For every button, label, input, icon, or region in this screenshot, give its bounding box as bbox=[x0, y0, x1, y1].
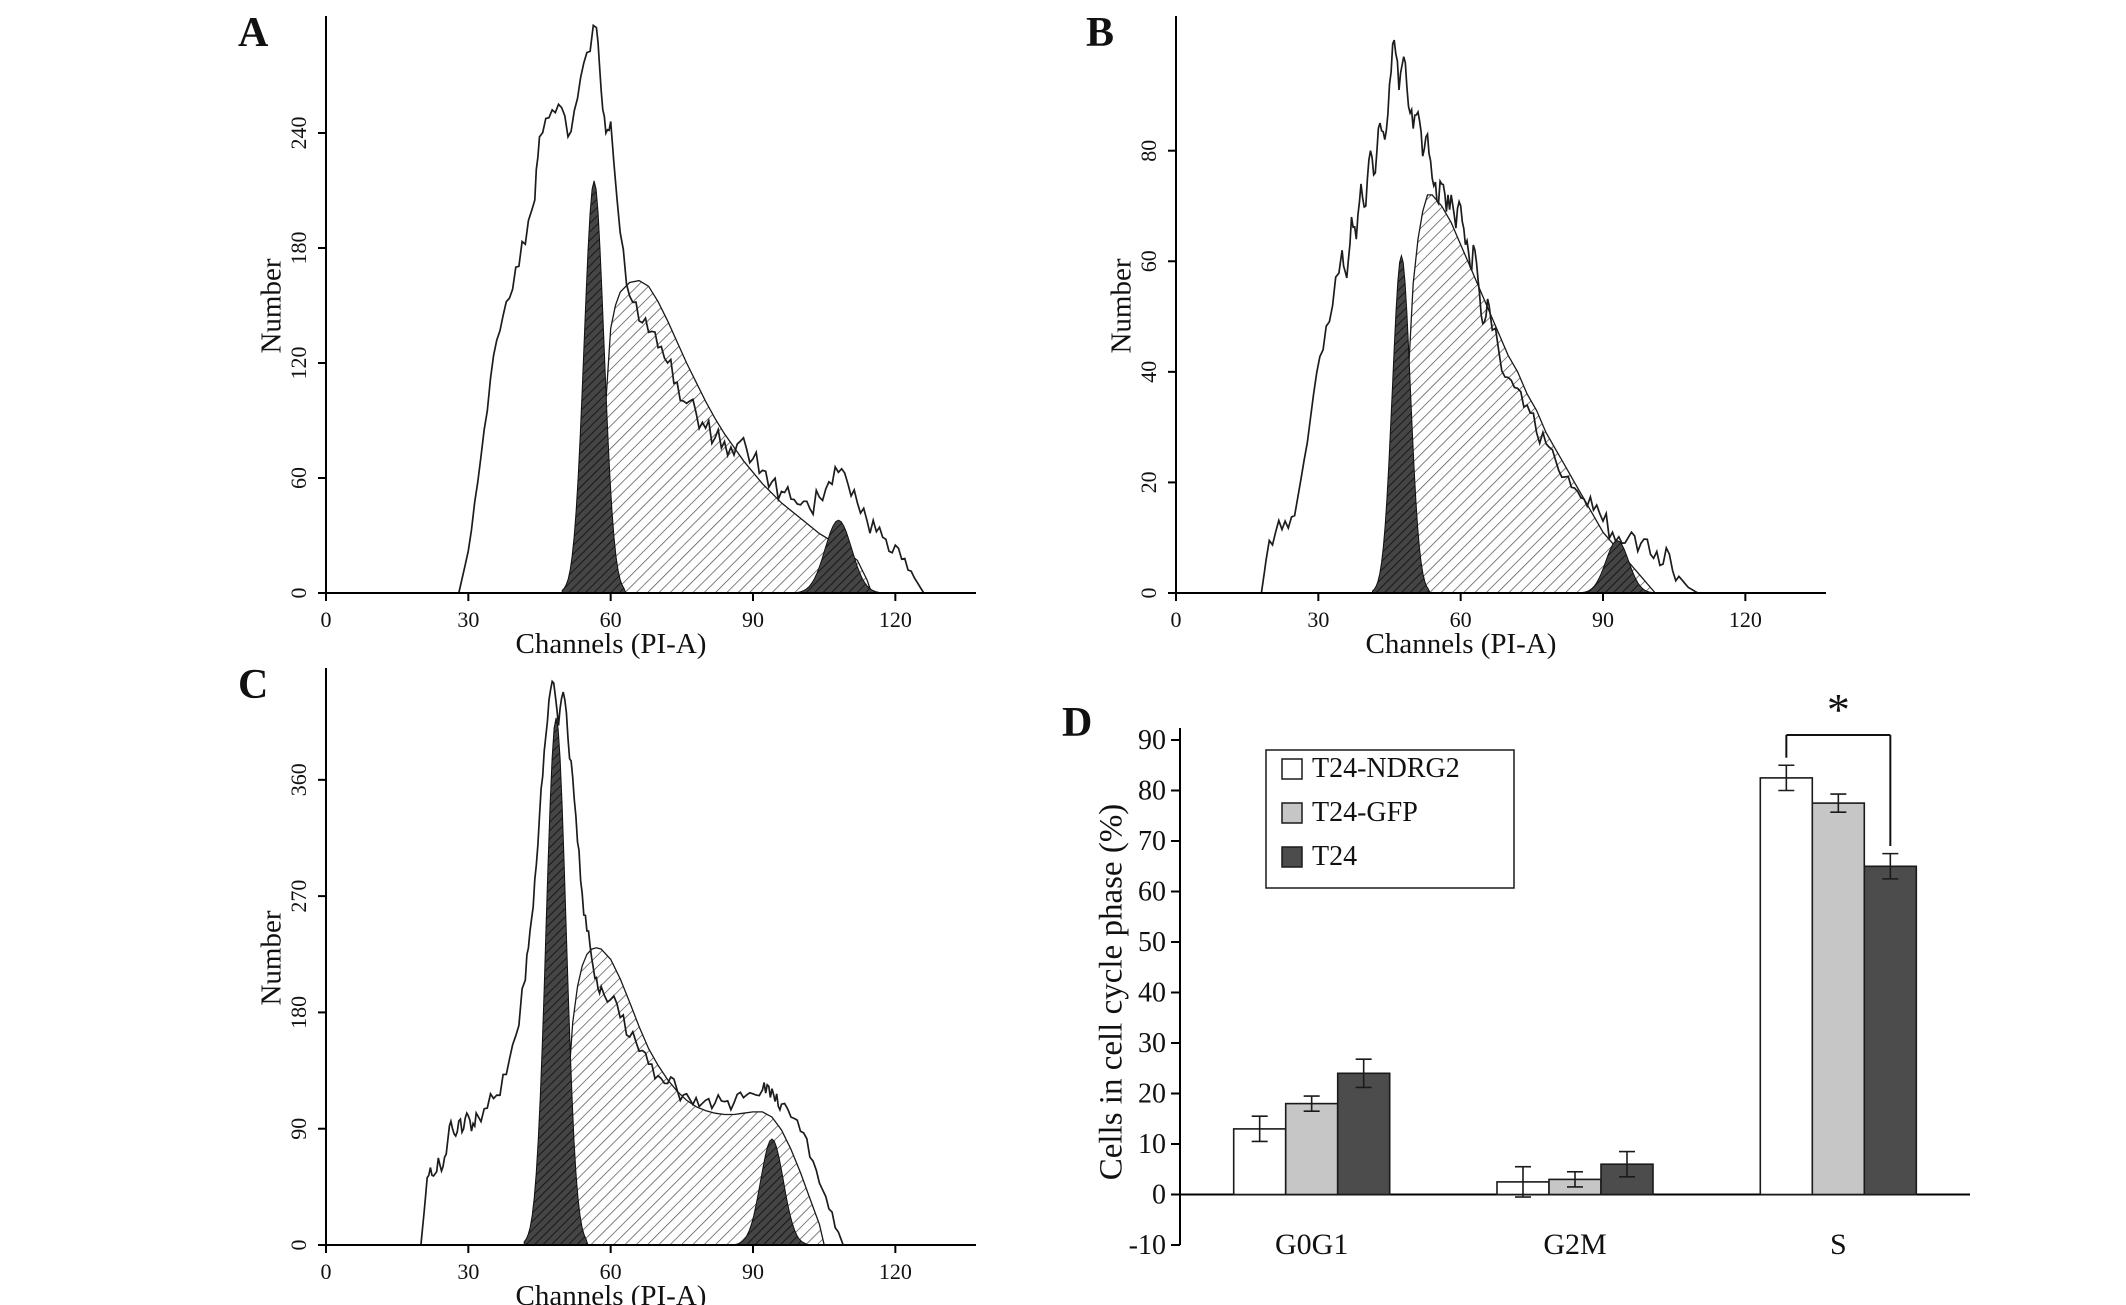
y-tick-label: 80 bbox=[1138, 776, 1166, 807]
x-tick-label: 30 bbox=[1307, 607, 1329, 632]
legend-swatch-T24 bbox=[1281, 846, 1303, 868]
y-tick-label: 80 bbox=[1136, 140, 1161, 162]
g2-peak bbox=[735, 1138, 809, 1246]
x-tick-label: 0 bbox=[1171, 607, 1182, 632]
error-bar bbox=[1303, 1095, 1320, 1112]
s-phase-region bbox=[1403, 194, 1657, 594]
y-tick-label: 270 bbox=[286, 880, 311, 913]
legend-swatch-T24-GFP bbox=[1281, 802, 1303, 824]
s-phase-region bbox=[562, 947, 826, 1246]
error-bar bbox=[1830, 793, 1847, 814]
legend-label: T24-NDRG2 bbox=[1312, 753, 1460, 784]
raw-data-curve bbox=[1260, 39, 1699, 594]
panel-D-plot: -10 0 10 20 30 40 50 60 70 80 90 G0G1 G2M S T24-NDRG2 T… bbox=[1080, 684, 2000, 1305]
y-tick-label: 50 bbox=[1138, 927, 1166, 958]
g1-peak bbox=[523, 717, 589, 1246]
y-tick-label: 0 bbox=[286, 1240, 311, 1251]
significance-bracket bbox=[1785, 733, 1892, 847]
bar-T24-GFP-G0G1 bbox=[1284, 1102, 1339, 1196]
y-tick-label: 40 bbox=[1136, 361, 1161, 383]
x-tick-label: 30 bbox=[457, 1259, 479, 1284]
x-tick-label: 0 bbox=[321, 1259, 332, 1284]
bar-T24-NDRG2-S bbox=[1759, 777, 1814, 1196]
panel-B-label: B bbox=[1086, 10, 1115, 56]
category-label: G0G1 bbox=[1275, 1228, 1348, 1261]
y-tick-label: 0 bbox=[1136, 588, 1161, 599]
y-tick-label: 60 bbox=[1136, 250, 1161, 272]
legend-swatch-T24-NDRG2 bbox=[1281, 758, 1303, 780]
bar-T24-S bbox=[1863, 865, 1918, 1196]
flow-histogram-B: 0 30 60 90 120 0 20 40 60 80 bbox=[1136, 16, 1826, 632]
panel-A-x-axis-title: Channels (PI-A) bbox=[515, 628, 707, 660]
y-tick-label: 20 bbox=[1136, 471, 1161, 493]
x-tick-label: 60 bbox=[600, 1259, 622, 1284]
legend-label: T24-GFP bbox=[1312, 797, 1418, 828]
x-tick-label: 90 bbox=[1592, 607, 1614, 632]
error-bar bbox=[1515, 1165, 1531, 1198]
panel-C-label: C bbox=[238, 662, 269, 708]
raw-data-curve bbox=[457, 23, 925, 594]
x-tick-label: 90 bbox=[742, 607, 764, 632]
error-bar bbox=[1778, 764, 1795, 792]
y-tick-label: 180 bbox=[286, 232, 311, 265]
x-tick-label: 0 bbox=[321, 607, 332, 632]
y-tick-label: 360 bbox=[286, 763, 311, 796]
raw-data-curve bbox=[420, 679, 844, 1246]
panel-B-x-axis-title: Channels (PI-A) bbox=[1365, 628, 1557, 660]
x-tick-label: 60 bbox=[600, 607, 622, 632]
panel-D-label: D bbox=[1062, 700, 1093, 746]
panel-C-plot: 0 30 60 90 120 0 90 180 270 360 bbox=[270, 660, 990, 1305]
x-tick-label: 120 bbox=[879, 1259, 912, 1284]
y-tick-label: 20 bbox=[1138, 1079, 1166, 1110]
x-tick-label: 30 bbox=[457, 607, 479, 632]
y-tick-label: 70 bbox=[1138, 826, 1166, 857]
category-label: G2M bbox=[1543, 1228, 1606, 1261]
panel-B-plot: 0 30 60 90 120 0 20 40 60 80 bbox=[1120, 8, 1840, 653]
y-tick-label: 90 bbox=[286, 1118, 311, 1140]
error-bar bbox=[1882, 852, 1899, 880]
g1-peak bbox=[1372, 253, 1431, 594]
g2-peak bbox=[795, 519, 882, 594]
error-bar bbox=[1567, 1170, 1583, 1188]
legend-label: T24 bbox=[1312, 841, 1357, 872]
category-label: S bbox=[1830, 1228, 1847, 1261]
y-tick-label: 240 bbox=[286, 117, 311, 150]
bar-T24-G0G1 bbox=[1336, 1072, 1391, 1196]
x-tick-label: 120 bbox=[879, 607, 912, 632]
y-tick-label: 0 bbox=[286, 588, 311, 599]
flow-histogram-C: 0 30 60 90 120 0 90 180 270 360 bbox=[286, 668, 976, 1284]
y-tick-label: 180 bbox=[286, 996, 311, 1029]
panel-A-plot: 0 30 60 90 120 0 60 120 180 240 bbox=[270, 8, 990, 653]
g1-peak bbox=[561, 180, 627, 594]
y-tick-label: 120 bbox=[286, 347, 311, 380]
y-tick-label: 30 bbox=[1138, 1028, 1166, 1059]
y-tick-label: 40 bbox=[1138, 978, 1166, 1009]
y-tick-label: 90 bbox=[1138, 725, 1166, 756]
x-tick-label: 90 bbox=[742, 1259, 764, 1284]
bar-chart: -10 0 10 20 30 40 50 60 70 80 90 G0G1 G2M S T24-NDRG2 T… bbox=[1129, 684, 1970, 1261]
error-bar bbox=[1251, 1115, 1268, 1143]
flow-histogram-A: 0 30 60 90 120 0 60 120 180 240 bbox=[286, 16, 976, 632]
y-tick-label: -10 bbox=[1129, 1230, 1166, 1261]
y-tick-label: 60 bbox=[286, 467, 311, 489]
legend-box bbox=[1265, 749, 1515, 889]
y-tick-label: 0 bbox=[1152, 1180, 1166, 1211]
y-tick-label: 60 bbox=[1138, 877, 1166, 908]
x-tick-label: 120 bbox=[1729, 607, 1762, 632]
error-bar bbox=[1355, 1058, 1372, 1089]
error-bar bbox=[1619, 1150, 1635, 1178]
panel-C-x-axis-title: Channels (PI-A) bbox=[515, 1280, 707, 1305]
y-tick-label: 10 bbox=[1138, 1129, 1166, 1160]
panel-A-label: A bbox=[238, 10, 269, 56]
x-tick-label: 60 bbox=[1450, 607, 1472, 632]
significance-asterisk: * bbox=[1827, 690, 1850, 735]
bar-T24-GFP-S bbox=[1811, 802, 1866, 1196]
